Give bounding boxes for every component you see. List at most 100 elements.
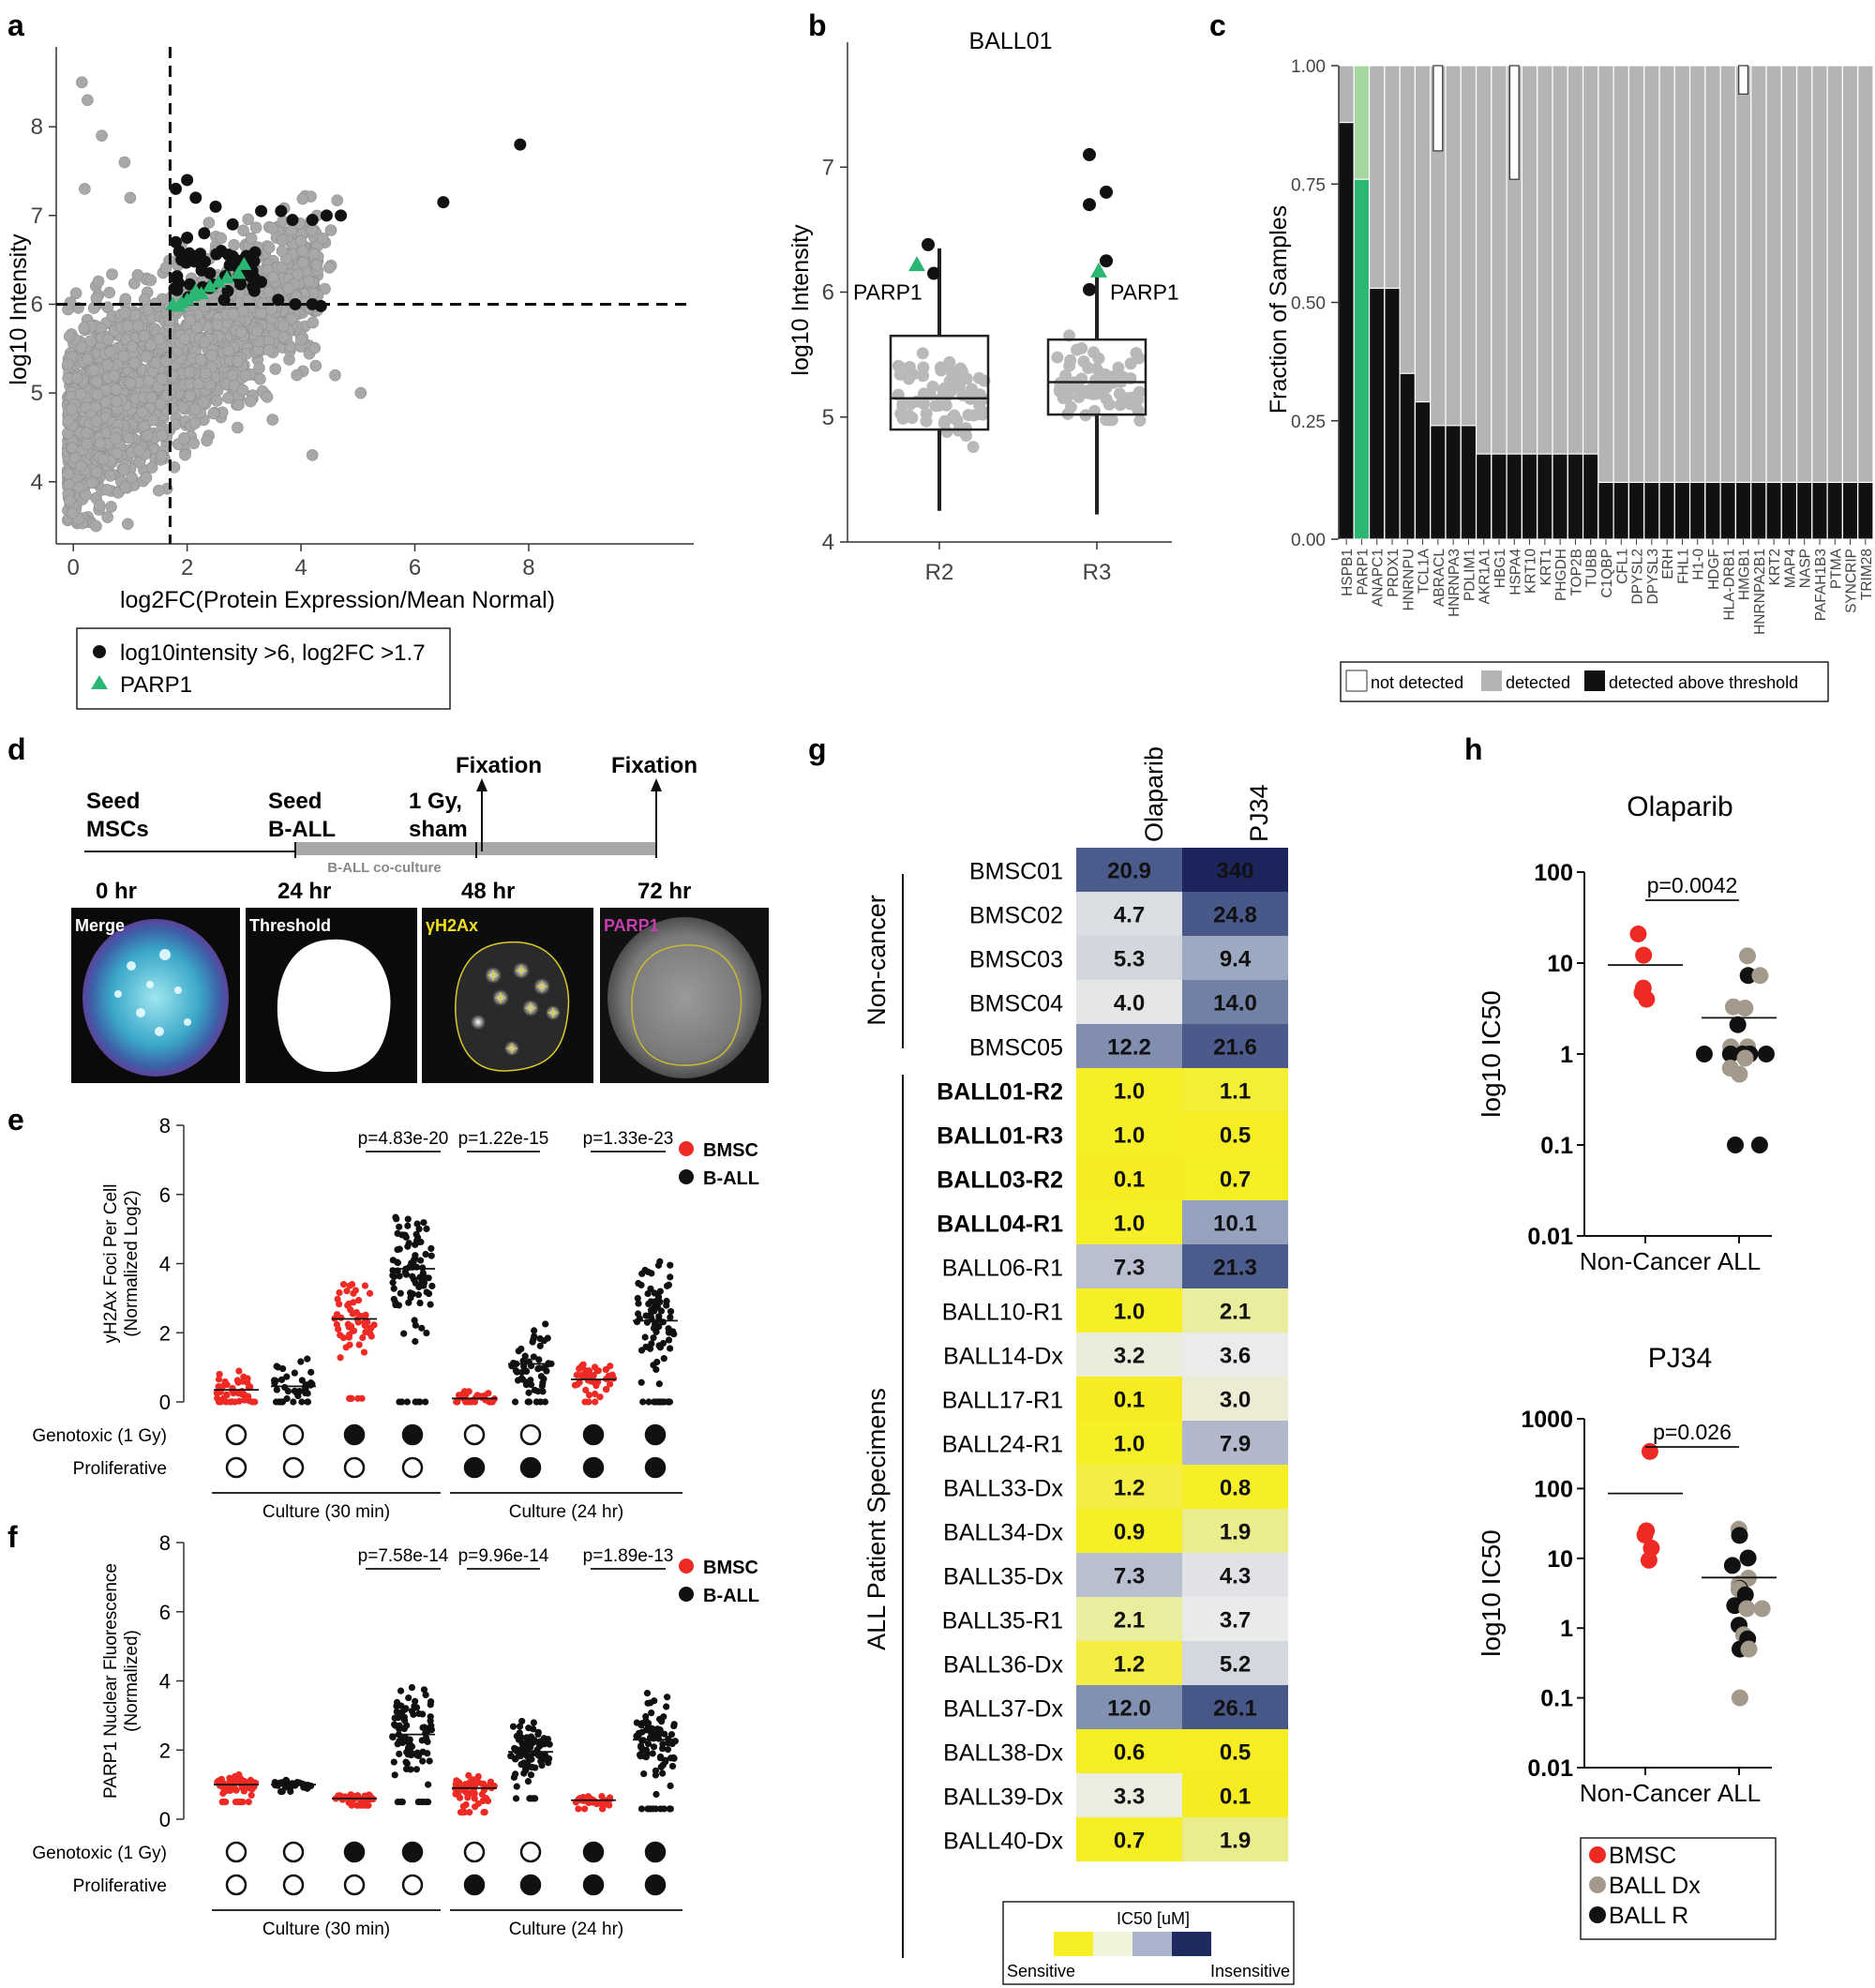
c-bar-detected: [1643, 65, 1660, 540]
a-grey-point: [74, 387, 87, 400]
panel-f-genotoxic-marker: [463, 1841, 486, 1863]
h-legend-bmsc-marker: [1589, 1846, 1606, 1863]
h1-plot-y-tick-label: 10: [1547, 951, 1573, 977]
a-grey-point: [201, 434, 213, 447]
a-grey-point: [276, 233, 289, 247]
panel-e-data-point: [602, 1365, 609, 1374]
a-y-axis-label: log10 Intensity: [6, 233, 32, 385]
a-grey-point: [194, 354, 207, 367]
a-grey-point: [69, 287, 82, 300]
a-grey-point: [126, 340, 139, 353]
panel-e-data-point: [283, 1394, 291, 1403]
a-grey-point: [64, 494, 76, 507]
panel-e-data-point: [635, 1279, 642, 1288]
h1-plot-data-point: [1727, 1137, 1745, 1153]
panel-f-data-point: [518, 1717, 526, 1725]
b-data-point: [943, 355, 956, 369]
g-cell-value: 9.4: [1220, 947, 1252, 972]
h2-plot-y-tick-label: 0.1: [1540, 1686, 1573, 1712]
b-data-point: [967, 441, 980, 454]
a-black-point: [170, 182, 182, 195]
panel-f-genotoxic-marker: [401, 1841, 424, 1863]
panel-e-data-point: [304, 1355, 311, 1363]
panel-e-proliferative-marker: [401, 1456, 424, 1479]
panel-e-genotoxic-marker: [644, 1423, 667, 1446]
a-grey-point: [156, 450, 168, 462]
panel-e-data-point: [397, 1289, 404, 1297]
a-grey-point: [122, 518, 134, 531]
a-grey-point: [63, 330, 76, 343]
panel-f-data-point: [524, 1778, 532, 1785]
g-cell-value: 3.0: [1220, 1388, 1251, 1413]
panel-f-data-point: [393, 1708, 400, 1715]
c-bar-detected: [1704, 65, 1721, 540]
panel-f-data-point: [413, 1752, 421, 1759]
g-cell-value: 1.1: [1220, 1079, 1251, 1105]
b-y-tick-label: 4: [822, 530, 834, 555]
a-grey-point: [254, 372, 266, 385]
a-grey-point: [81, 427, 93, 440]
b-data-point: [1130, 347, 1143, 360]
a-grey-point: [354, 386, 368, 399]
g-cell-value: 7.3: [1114, 1564, 1145, 1589]
h2-plot-y-tick-label: 0.01: [1527, 1755, 1573, 1782]
h2-plot-y-tick-label: 1: [1560, 1616, 1573, 1642]
b-outlier-point: [1083, 198, 1096, 212]
h2-plot-x-tick-label: ALL: [1718, 1779, 1761, 1807]
panel-f-pvalue: p=9.96e-14: [458, 1546, 549, 1566]
a-grey-point: [104, 346, 116, 358]
h1-plot-y-tick-label: 100: [1534, 860, 1573, 886]
panel-label-g: g: [808, 732, 827, 766]
panel-f-data-point: [638, 1746, 647, 1754]
c-bar-above-threshold: [1414, 400, 1432, 540]
panel-e-data-point: [428, 1282, 436, 1290]
micrograph-gh2ax-label: γH2Ax: [426, 916, 478, 935]
a-black-point: [234, 278, 248, 291]
panel-e-data-point: [407, 1294, 414, 1302]
c-bar-above-threshold: [1384, 287, 1401, 540]
panel-f-data-point: [403, 1748, 411, 1756]
panel-f-data-point: [667, 1755, 675, 1762]
g-cell-value: 20.9: [1107, 859, 1151, 884]
a-black-point: [209, 200, 222, 213]
a-grey-point: [111, 395, 123, 408]
g-cell-value: 1.0: [1114, 1432, 1145, 1457]
b-data-point: [1051, 351, 1064, 364]
panel-f-data-point: [402, 1765, 411, 1773]
g-cell-value: 12.2: [1107, 1035, 1151, 1061]
a-black-point: [193, 248, 206, 261]
panel-f-genotoxic-marker: [644, 1841, 667, 1863]
panel-e-data-point: [352, 1287, 359, 1294]
h1-plot-y-tick-label: 0.01: [1527, 1224, 1573, 1250]
panel-f-data-point: [237, 1798, 245, 1806]
panel-f-data-point: [419, 1748, 427, 1755]
c-bar-above-threshold: [1475, 453, 1492, 540]
a-grey-point: [102, 333, 114, 346]
a-black-point: [172, 245, 186, 258]
panel-f-legend-ball-marker: [679, 1587, 694, 1602]
panel-f-data-point: [527, 1771, 535, 1779]
panel-e-data-point: [486, 1398, 494, 1406]
panel-e-data-point: [413, 1220, 421, 1227]
panel-f-data-point: [654, 1735, 663, 1742]
c-x-tick-label: KRT10: [1523, 549, 1539, 594]
g-cell-value: 0.6: [1114, 1740, 1145, 1766]
panel-f-y-tick-label: 0: [159, 1808, 171, 1831]
c-bar-above-threshold: [1643, 481, 1660, 540]
panel-e-pvalue: p=1.22e-15: [458, 1129, 549, 1149]
g-cell-value: 4.7: [1114, 903, 1145, 928]
panel-e-data-point: [428, 1252, 435, 1259]
panel-e-data-point: [304, 1398, 312, 1406]
b-data-point: [917, 369, 930, 383]
panel-f-data-point: [410, 1710, 417, 1718]
a-grey-point: [244, 395, 257, 408]
a-grey-point: [308, 341, 322, 354]
panel-f-data-point: [357, 1798, 365, 1806]
a-grey-point: [66, 402, 78, 415]
a-y-tick-label: 5: [31, 381, 43, 406]
panel-e-genotoxic-marker: [343, 1423, 366, 1446]
a-x-tick-label: 8: [522, 555, 534, 580]
b-data-point: [1125, 393, 1138, 406]
panel-e-data-point: [656, 1258, 664, 1266]
